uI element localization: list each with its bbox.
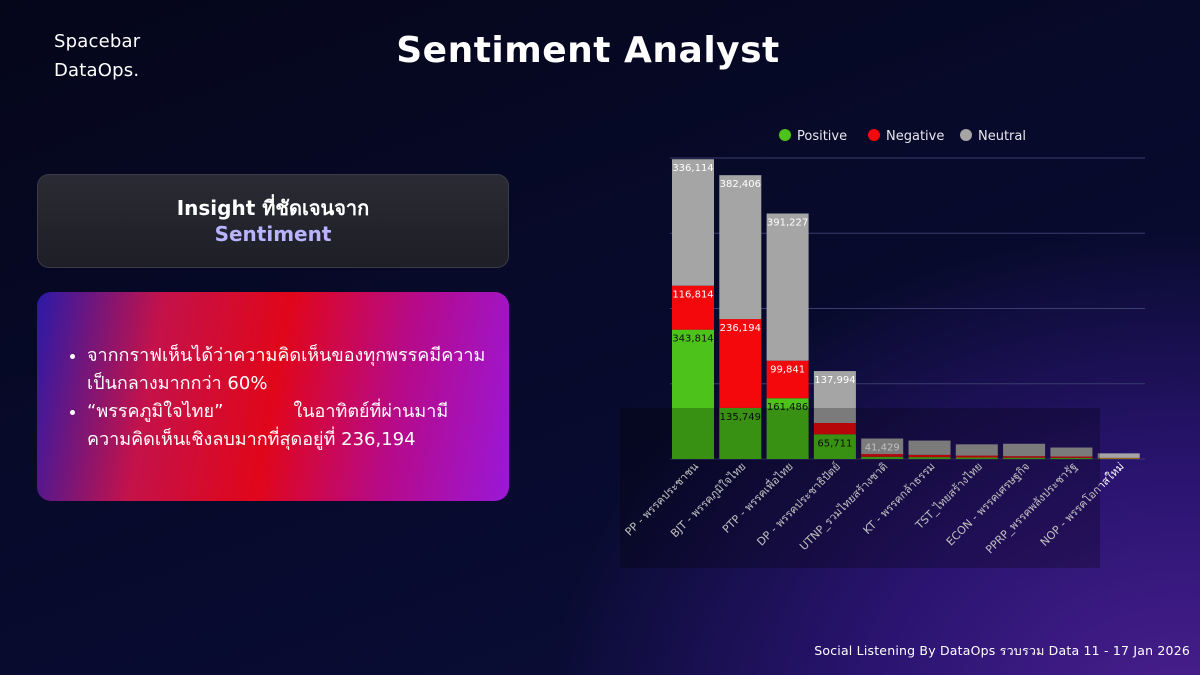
bar-neutral: [719, 175, 762, 320]
data-label-neutral: 336,114: [672, 163, 713, 174]
data-label-neutral: 391,227: [767, 217, 808, 228]
data-label-positive: 343,814: [672, 334, 713, 345]
insight-bullet-2: “พรรคภูมิใจไทย”ในอาทิตย์ที่ผ่านมามีความค…: [87, 398, 487, 454]
bar-neutral: [1097, 453, 1140, 458]
legend-swatch-neutral: [960, 129, 972, 141]
data-label-neutral: 382,406: [720, 179, 761, 190]
bar-neutral: [813, 371, 856, 423]
bar-neutral: [955, 444, 998, 456]
data-label-positive: 135,749: [720, 412, 761, 423]
data-label-positive: 161,486: [767, 402, 808, 413]
bar-neutral: [672, 159, 714, 286]
insight-bullet-1: จากกราฟเห็นได้ว่าความคิดเห็นของทุกพรรคมี…: [87, 342, 487, 398]
bar-negative: [813, 422, 856, 435]
bar-positive: [672, 329, 714, 459]
insight-subtitle: Sentiment: [214, 222, 332, 246]
chart-label-panel: [620, 408, 1100, 568]
bar-positive: [861, 456, 904, 459]
insight-bullet-2-party: “พรรคภูมิใจไทย”: [87, 401, 224, 422]
insight-bullets-card: จากกราฟเห็นได้ว่าความคิดเห็นของทุกพรรคมี…: [37, 292, 509, 501]
data-label-neutral: 137,994: [814, 375, 855, 386]
bar-neutral: [861, 438, 904, 455]
insight-title: Insight ที่ชัดเจนจาก: [176, 196, 370, 220]
insight-card: Insight ที่ชัดเจนจาก Sentiment: [37, 174, 509, 268]
bar-positive: [719, 407, 762, 459]
bar-positive: [908, 457, 951, 459]
brand-line-2: DataOps.: [54, 60, 140, 81]
bar-negative: [955, 455, 998, 458]
bar-negative: [672, 285, 714, 330]
bar-neutral: [1050, 447, 1093, 457]
bar-negative: [719, 319, 762, 408]
data-label-negative: 236,194: [720, 323, 761, 334]
legend-swatch-negative: [868, 129, 880, 141]
bar-negative: [1003, 456, 1046, 458]
bar-positive: [1003, 457, 1046, 459]
sentiment-chart-svg: Positive Negative Neutral 343,814 116,814 336…: [623, 129, 1145, 556]
sentiment-chart: Positive Negative Neutral 343,814 116,814 336…: [610, 118, 1150, 568]
bar-negative: [766, 360, 809, 399]
data-label-neutral: 41,429: [865, 443, 900, 454]
bar-positive: [1050, 457, 1093, 459]
insight-bullet-list: จากกราฟเห็นได้ว่าความคิดเห็นของทุกพรรคมี…: [69, 342, 487, 454]
bar-negative: [908, 454, 951, 458]
bar-neutral: [1003, 443, 1046, 457]
legend-label-positive: Positive: [797, 129, 847, 144]
bar-neutral: [766, 213, 809, 361]
bar-positive: [813, 434, 856, 459]
footer-source: Social Listening By DataOps รวบรวม Data …: [814, 643, 1190, 658]
data-label-negative: 116,814: [672, 290, 713, 301]
brand-line-1: Spacebar: [54, 31, 141, 52]
bar-positive: [955, 457, 998, 459]
bar-negative: [861, 454, 904, 457]
data-label-positive: 65,711: [817, 438, 852, 449]
bar-neutral: [908, 440, 951, 455]
bar-positive: [1097, 458, 1140, 459]
bar-negative: [1097, 457, 1140, 459]
bar-positive: [766, 398, 809, 459]
data-label-negative: 99,841: [770, 365, 805, 376]
legend-swatch-positive: [779, 129, 791, 141]
insight-bullet-2-text: ในอาทิตย์ที่ผ่านมามีความคิดเห็นเชิงลบมาก…: [87, 401, 449, 450]
page-title: Sentiment Analyst: [396, 30, 780, 71]
legend-label-negative: Negative: [886, 129, 944, 144]
bar-negative: [1050, 456, 1093, 458]
legend-label-neutral: Neutral: [978, 129, 1026, 144]
brand-logo: Spacebar DataOps.: [54, 27, 140, 85]
